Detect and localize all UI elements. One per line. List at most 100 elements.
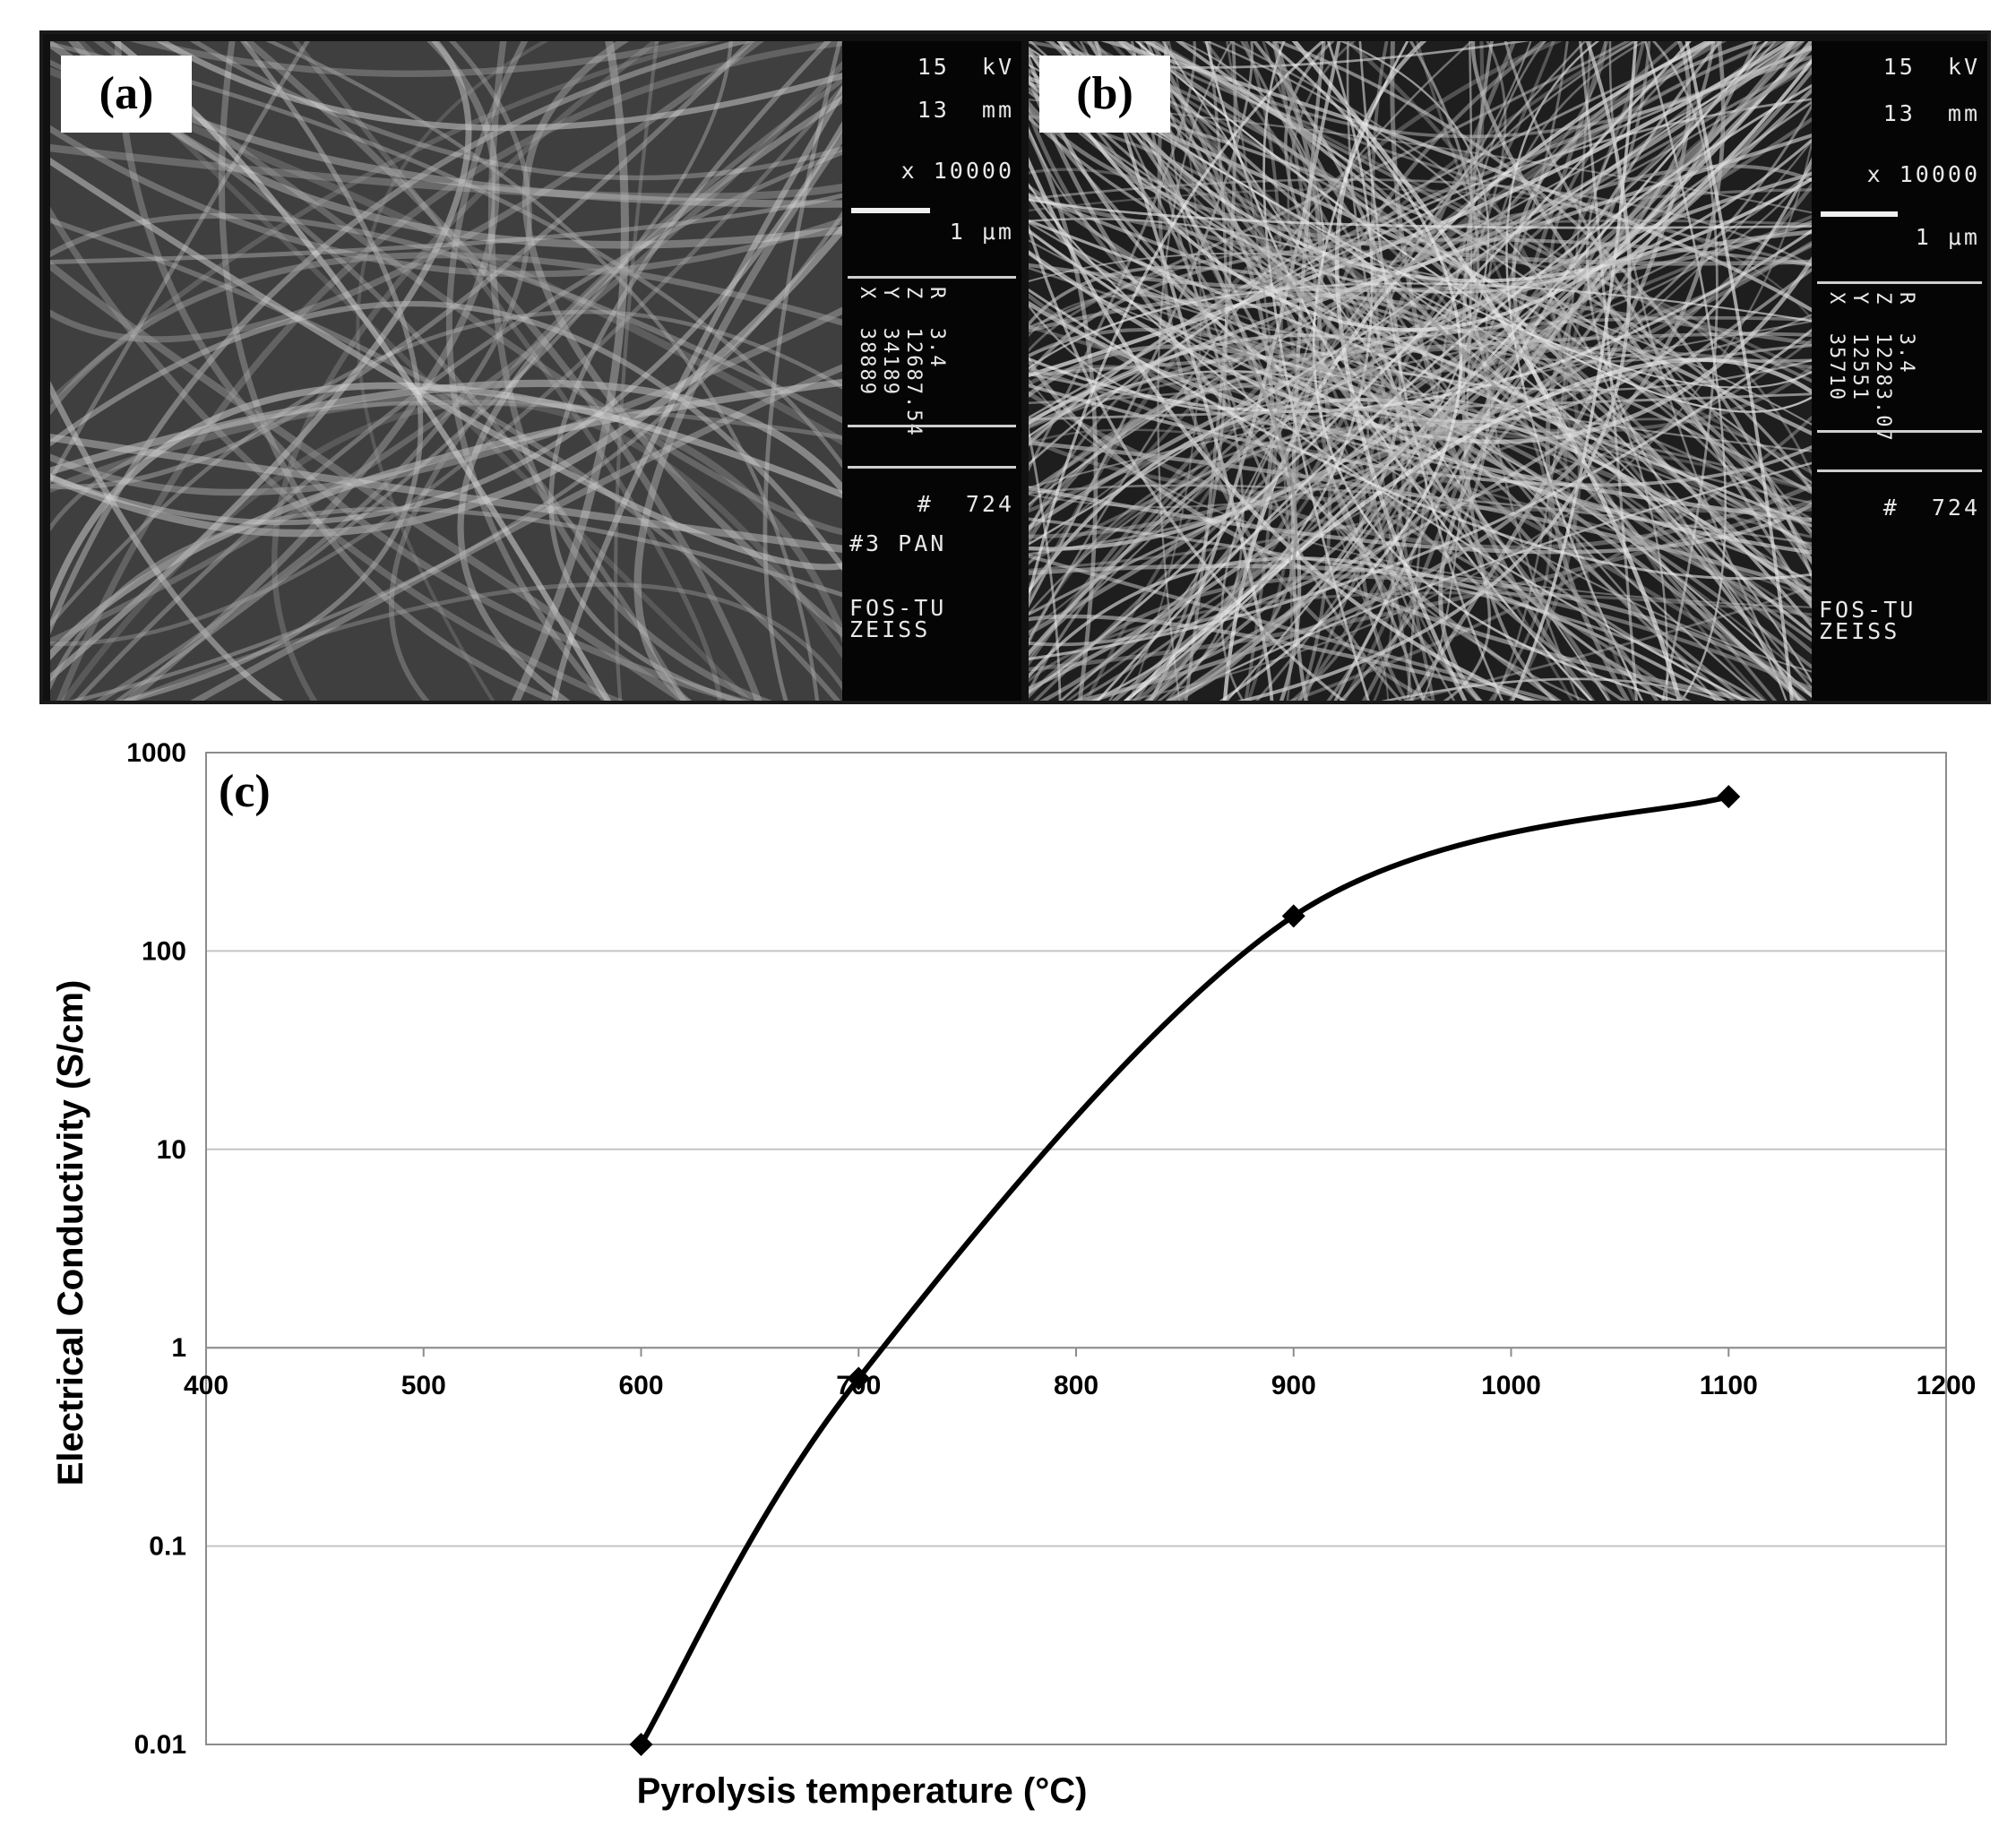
- fiber: [50, 59, 687, 701]
- fiber: [1029, 214, 1812, 564]
- fiber: [1029, 170, 1812, 340]
- scale-label: 1 μm: [949, 219, 1014, 245]
- magnification: x 10000: [1866, 161, 1980, 187]
- sem-background: [50, 41, 842, 701]
- fiber: [1029, 574, 1812, 699]
- fiber: [50, 143, 842, 202]
- x-tick-label: 1200: [1917, 1371, 1977, 1400]
- fiber: [116, 41, 424, 701]
- fiber: [50, 83, 842, 646]
- fiber: [1029, 46, 1812, 332]
- fiber: [1029, 377, 1812, 608]
- fiber: [50, 379, 842, 495]
- fiber: [1029, 198, 1812, 229]
- fiber: [50, 382, 842, 612]
- x-tick-label: 900: [1271, 1371, 1316, 1400]
- fiber: [1130, 41, 1403, 701]
- fiber: [189, 41, 842, 181]
- y-tick-label: 1: [171, 1333, 186, 1363]
- accelerating-voltage: 15 kV: [917, 54, 1014, 80]
- x-tick-label: 1100: [1700, 1371, 1758, 1400]
- fiber: [50, 260, 692, 701]
- separator: [848, 425, 1016, 427]
- fiber: [1272, 41, 1812, 642]
- fiber: [1510, 41, 1638, 701]
- fiber: [68, 41, 842, 249]
- separator: [1817, 430, 1982, 433]
- fiber: [50, 41, 764, 343]
- photo-number: # 724: [917, 491, 1014, 517]
- fiber: [1029, 41, 1325, 604]
- fiber: [1029, 219, 1812, 353]
- scale-bar: [851, 208, 930, 213]
- separator: [1817, 469, 1982, 472]
- fiber: [1029, 422, 1812, 646]
- fiber: [1029, 392, 1812, 421]
- fiber: [114, 41, 752, 701]
- fiber: [1586, 41, 1812, 690]
- fiber: [1029, 267, 1812, 647]
- coord-y: Y 34189: [879, 287, 901, 396]
- panel-label-a: (a): [61, 56, 192, 133]
- fiber: [1032, 41, 1785, 701]
- fiber: [50, 206, 625, 701]
- fiber: [1029, 219, 1812, 528]
- working-distance: 13 mm: [1882, 100, 1980, 126]
- fiber: [74, 150, 842, 701]
- stage-coordinates: X 35710 Y 12551 Z 12283.07 R 3.4: [1817, 283, 1986, 443]
- grid: [205, 950, 1947, 1547]
- coord-x: X 38889: [856, 287, 878, 396]
- fiber: [1029, 344, 1807, 701]
- fiber: [1029, 47, 1812, 389]
- fiber: [1341, 41, 1485, 701]
- fiber: [50, 41, 310, 485]
- fiber: [1029, 556, 1727, 701]
- fiber: [614, 41, 659, 701]
- fiber: [1166, 461, 1812, 701]
- photo-number: # 724: [1882, 495, 1980, 521]
- fiber: [1145, 41, 1670, 701]
- fiber: [50, 41, 721, 404]
- fiber: [50, 60, 842, 645]
- fiber: [1029, 41, 1693, 694]
- separator: [1817, 281, 1982, 284]
- maker-line-1: FOS-TU: [849, 595, 947, 621]
- sem-image-a: [50, 41, 842, 701]
- fiber: [1029, 41, 1532, 654]
- fiber: [762, 41, 842, 701]
- fiber: [50, 223, 842, 538]
- fiber: [50, 41, 756, 635]
- fiber: [1291, 41, 1326, 701]
- fiber: [1073, 41, 1805, 701]
- coord-y: Y 12551: [1848, 292, 1871, 401]
- y-tick-label: 1000: [126, 738, 186, 768]
- fiber: [95, 41, 532, 701]
- fiber: [1029, 424, 1062, 701]
- fiber: [1157, 41, 1434, 701]
- fiber: [1119, 41, 1812, 266]
- x-tick-label: 600: [618, 1371, 663, 1400]
- fiber: [76, 41, 753, 701]
- fiber: [50, 433, 842, 554]
- maker-line-2: ZEISS: [849, 616, 931, 642]
- fiber: [50, 309, 842, 628]
- fiber: [1085, 41, 1780, 701]
- fiber: [457, 95, 842, 701]
- fiber: [1029, 564, 1812, 698]
- data-point-marker: [847, 1366, 871, 1391]
- fiber: [511, 41, 629, 701]
- fiber: [1029, 294, 1812, 684]
- fiber: [50, 380, 285, 701]
- fiber: [1029, 300, 1812, 523]
- fiber: [50, 506, 842, 691]
- coord-r: R 3.4: [1895, 292, 1917, 375]
- fiber: [50, 125, 842, 278]
- fiber: [60, 399, 842, 701]
- fiber: [1029, 266, 1812, 504]
- separator: [848, 276, 1016, 279]
- sem-info-panel-b: 15 kV 13 mm x 10000 1 μm X 35710 Y 12551…: [1812, 41, 1987, 701]
- fiber: [1058, 41, 1718, 701]
- fiber: [1029, 47, 1298, 701]
- fiber: [1029, 250, 1812, 452]
- fiber: [129, 41, 711, 77]
